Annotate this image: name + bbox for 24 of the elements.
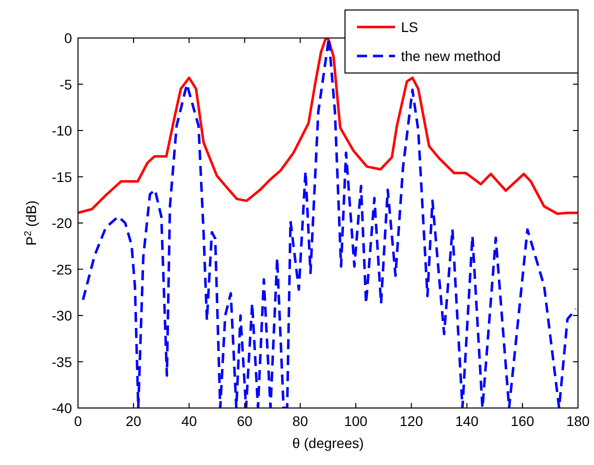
y-tick-label: 0 [64, 30, 72, 46]
x-tick-label: 120 [400, 413, 424, 429]
x-tick-label: 0 [74, 413, 82, 429]
x-axis-title: θ (degrees) [292, 435, 364, 451]
x-tick-label: 100 [344, 413, 368, 429]
x-tick-label: 160 [510, 413, 534, 429]
y-tick-label: -20 [52, 215, 72, 231]
x-tick-label: 20 [126, 413, 142, 429]
x-tick-label: 40 [181, 413, 198, 429]
y-tick-label: -30 [52, 308, 72, 324]
y-tick-label: -25 [52, 261, 72, 278]
x-tick-label: 80 [292, 413, 308, 429]
line-series [82, 38, 578, 408]
x-tick-label: 60 [236, 413, 253, 429]
x-tick-label: 180 [566, 413, 590, 429]
x-tick-label: 140 [455, 413, 479, 429]
y-tick-label: -35 [52, 354, 72, 370]
y-tick-label: -5 [60, 76, 72, 92]
y-tick-label: -10 [52, 122, 72, 138]
y-tick-label: -40 [52, 400, 72, 416]
line-series [78, 38, 578, 215]
legend-label: the new method [401, 48, 501, 64]
y-tick-label: -15 [52, 168, 72, 185]
legend-label: LS [401, 19, 418, 35]
